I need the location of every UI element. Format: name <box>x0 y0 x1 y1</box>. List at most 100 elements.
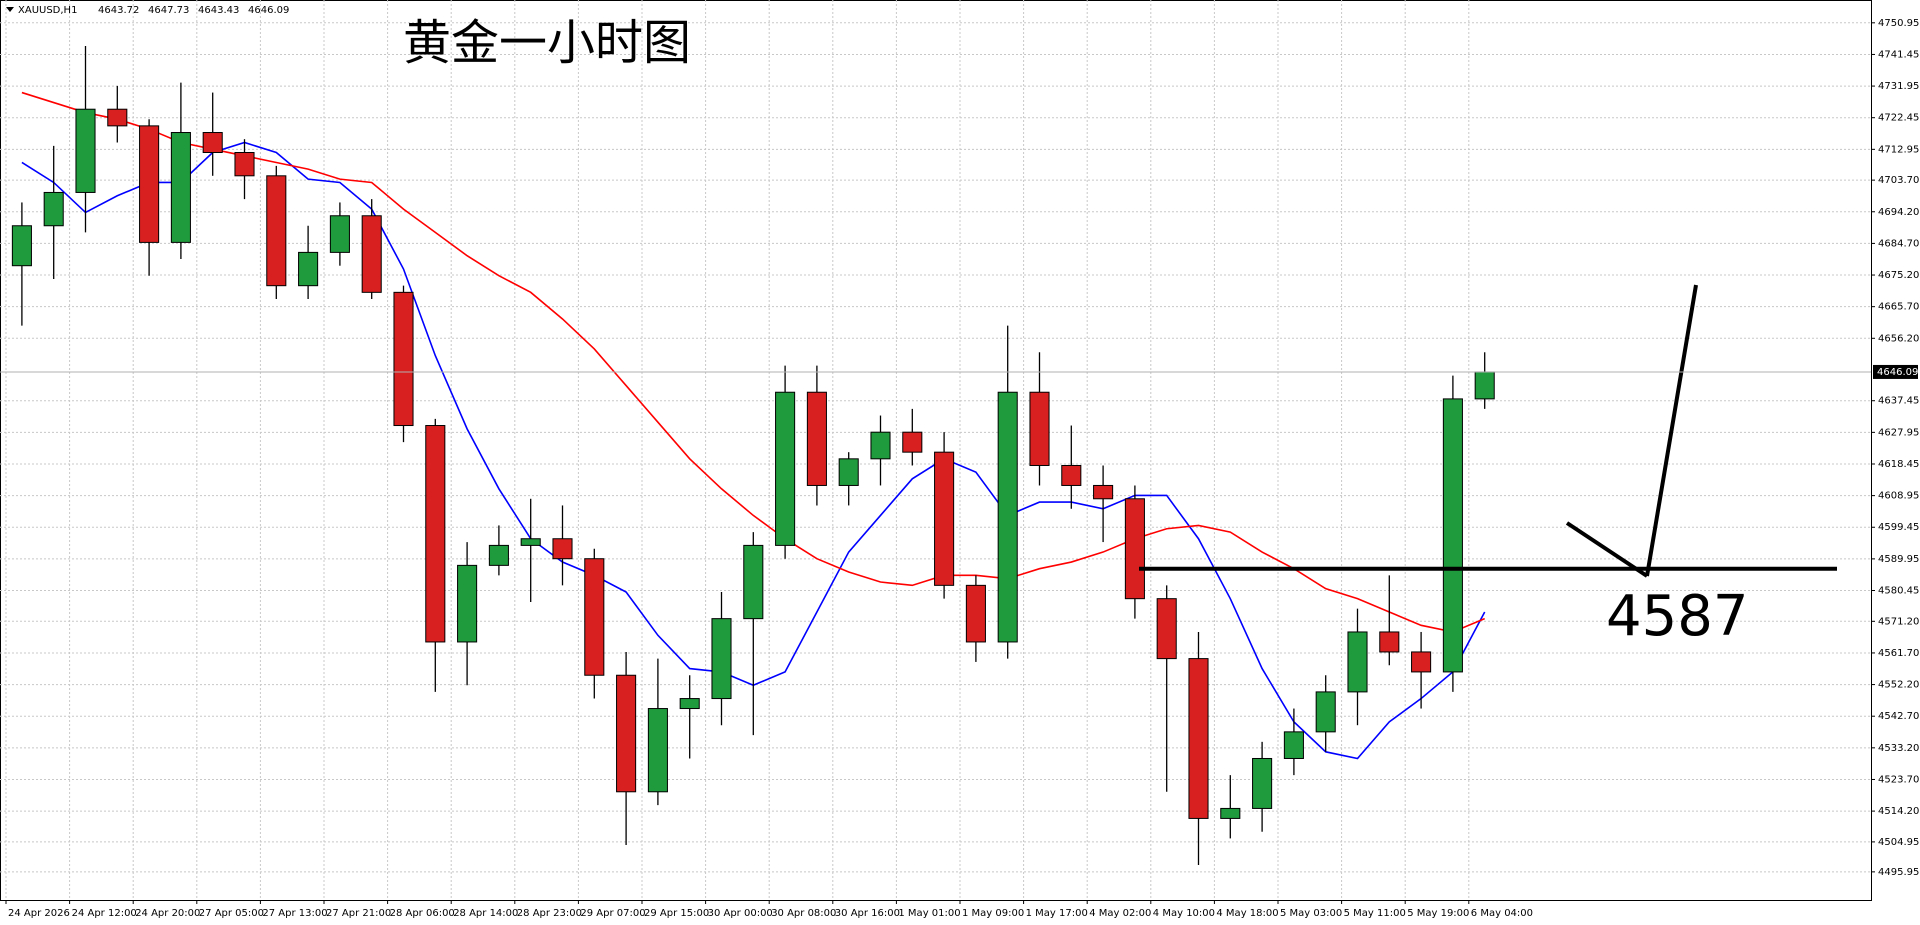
y-tick-label: 4561.70 <box>1878 648 1919 659</box>
y-tick-label: 4675.20 <box>1878 270 1919 281</box>
y-tick-label: 4712.95 <box>1878 144 1919 155</box>
x-tick-label: 28 Apr 23:00 <box>517 908 582 919</box>
candle-body <box>806 391 827 486</box>
y-tick-label: 4694.20 <box>1878 207 1919 218</box>
y-tick-label: 4722.45 <box>1878 113 1919 124</box>
candle-body <box>1347 631 1368 693</box>
y-tick-label: 4703.70 <box>1878 175 1919 186</box>
x-tick-label: 27 Apr 21:00 <box>326 908 391 919</box>
x-tick-label: 27 Apr 13:00 <box>262 908 327 919</box>
candle-body <box>679 698 700 710</box>
candle-body <box>139 125 160 243</box>
x-tick-label: 27 Apr 05:00 <box>199 908 264 919</box>
grid <box>0 0 1871 900</box>
x-tick-label: 1 May 17:00 <box>1026 908 1088 919</box>
y-tick-label: 4741.45 <box>1878 49 1919 60</box>
x-tick-label: 1 May 01:00 <box>898 908 960 919</box>
candle-body <box>393 291 414 427</box>
x-tick-label: 6 May 04:00 <box>1471 908 1533 919</box>
candle-body <box>488 544 509 566</box>
x-tick-label: 30 Apr 16:00 <box>835 908 900 919</box>
candle-body <box>11 225 32 267</box>
x-tick-label: 24 Apr 12:00 <box>72 908 137 919</box>
candle-body <box>298 251 319 287</box>
candle-body <box>1188 658 1209 819</box>
x-tick-label: 28 Apr 06:00 <box>390 908 455 919</box>
last-price-box <box>1873 364 1918 379</box>
candle-body <box>361 215 382 293</box>
x-tick-label: 24 Apr 20:00 <box>135 908 200 919</box>
candle-body <box>552 538 573 560</box>
x-tick-label: 24 Apr 2026 <box>8 908 70 919</box>
candle-body <box>616 674 637 793</box>
y-tick-label: 4589.95 <box>1878 554 1919 565</box>
candle-body <box>457 564 478 643</box>
candle-body <box>647 708 668 793</box>
header-value: 4643.72 <box>98 5 139 16</box>
candle-body <box>965 584 986 643</box>
chart-title: 黄金一小时图 <box>403 15 691 71</box>
candle-body <box>1093 484 1114 500</box>
candle-body <box>1411 651 1432 673</box>
x-tick-label: 5 May 11:00 <box>1344 908 1406 919</box>
candle-body <box>1252 757 1273 809</box>
x-tick-label: 28 Apr 14:00 <box>453 908 518 919</box>
menu-arrow <box>6 7 14 12</box>
y-tick-label: 4514.20 <box>1878 806 1919 817</box>
y-tick-label: 4608.95 <box>1878 491 1919 502</box>
candle-body <box>1061 464 1082 486</box>
candle-body <box>1156 598 1177 660</box>
y-tick-label: 4504.95 <box>1878 837 1919 848</box>
y-tick-label: 4523.70 <box>1878 774 1919 785</box>
candle-body <box>43 191 64 227</box>
x-tick-label: 4 May 10:00 <box>1153 908 1215 919</box>
y-tick-label: 4750.95 <box>1878 18 1919 29</box>
header-value: 4643.43 <box>198 5 239 16</box>
y-tick-label: 4618.45 <box>1878 459 1919 470</box>
candle-body <box>107 108 128 127</box>
candle-body <box>75 108 96 193</box>
y-tick-label: 4627.95 <box>1878 427 1919 438</box>
candle-body <box>1315 691 1336 733</box>
candle-body <box>934 451 955 586</box>
candle-body <box>329 215 350 253</box>
level-label: 4587 <box>1606 584 1749 649</box>
header-value: 4647.73 <box>148 5 189 16</box>
moving-average <box>21 91 1486 633</box>
candle-body <box>1283 731 1304 759</box>
candle-body <box>1124 498 1145 600</box>
candle-body <box>870 431 891 460</box>
candle-body <box>1379 631 1400 653</box>
candle-body <box>234 151 255 177</box>
y-tick-label: 4533.20 <box>1878 743 1919 754</box>
candle-body <box>1029 391 1050 466</box>
plot-frame <box>0 0 1872 901</box>
x-tick-label: 30 Apr 08:00 <box>771 908 836 919</box>
y-tick-label: 4552.20 <box>1878 680 1919 691</box>
header-value: 4646.09 <box>248 5 289 16</box>
candle-body <box>520 538 541 546</box>
symbol: XAUUSD,H1 <box>18 5 77 16</box>
x-tick-label: 5 May 03:00 <box>1280 908 1342 919</box>
x-tick-label: 30 Apr 00:00 <box>708 908 773 919</box>
candle-body <box>170 132 191 243</box>
candle-body <box>425 425 446 643</box>
candle-body <box>1220 807 1241 819</box>
x-tick-label: 1 May 09:00 <box>962 908 1024 919</box>
candle-body <box>711 618 732 700</box>
y-tick-label: 4599.45 <box>1878 522 1919 533</box>
y-tick-label: 4731.95 <box>1878 81 1919 92</box>
y-tick-label: 4580.45 <box>1878 586 1919 597</box>
candle-body <box>997 391 1018 643</box>
candle-body <box>584 558 605 676</box>
arrow-stroke <box>1645 284 1698 577</box>
candle-body <box>266 175 287 287</box>
x-tick-label: 5 May 19:00 <box>1407 908 1469 919</box>
candle-body <box>775 391 796 546</box>
candle-body <box>1442 398 1463 673</box>
x-tick-label: 4 May 02:00 <box>1089 908 1151 919</box>
candle-body <box>902 431 923 453</box>
candle-body <box>202 132 223 153</box>
